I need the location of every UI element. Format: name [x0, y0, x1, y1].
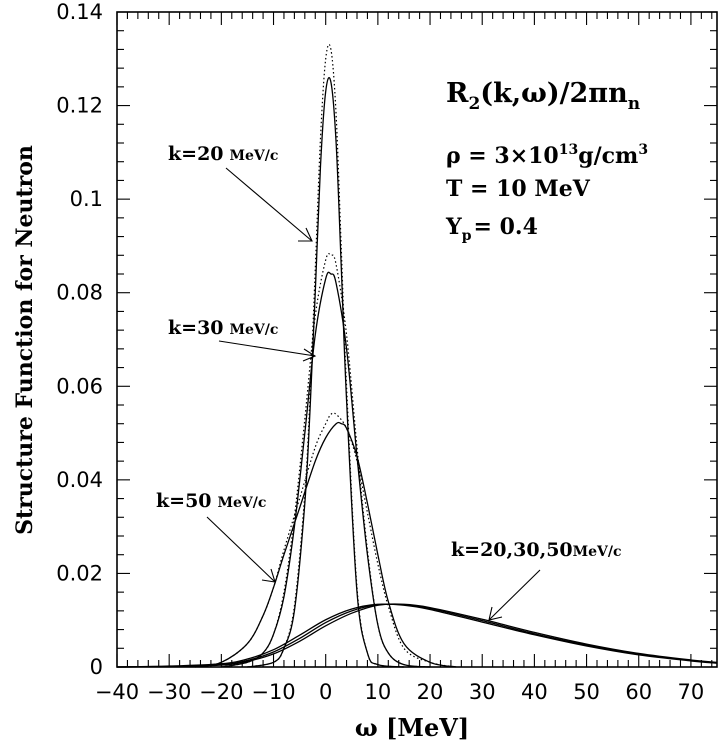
curve-3-solid — [221, 271, 431, 668]
y-tick-label: 0.14 — [56, 0, 103, 24]
k50-label: k=50 MeV/c — [156, 490, 266, 512]
y-tick-label: 0.04 — [56, 468, 103, 492]
curve-7-solid — [116, 603, 718, 668]
curve-4-dotted — [221, 252, 431, 668]
temperature-annotation: T = 10 MeV — [446, 176, 591, 202]
y-tick-label: 0.1 — [70, 187, 103, 211]
curves — [116, 43, 718, 668]
x-tick-label: −30 — [147, 680, 191, 704]
curve-8-solid — [116, 603, 718, 668]
y-axis-title: Structure Function for Neutron — [12, 145, 38, 535]
y-tick-label: 0.02 — [56, 561, 103, 585]
curve-1-solid — [247, 77, 405, 668]
y-tick-label: 0.08 — [56, 281, 103, 305]
x-tick-label: −20 — [199, 680, 243, 704]
y-tick-label: 0 — [90, 655, 103, 679]
y-axis-ticks: 0 0.02 0.04 0.06 0.08 0.1 0.12 0.14 — [56, 0, 717, 679]
kall-arrow — [488, 569, 541, 621]
annotation-arrows — [206, 167, 541, 621]
k20-arrow — [225, 167, 313, 242]
x-tick-label: 70 — [678, 680, 705, 704]
x-axis-ticks: −40 −30 −20 −10 0 10 20 30 40 50 60 70 — [95, 12, 713, 704]
k50-arrowhead — [261, 568, 276, 583]
proton-fraction-annotation: Yp= 0.4 — [445, 214, 538, 244]
x-tick-label: 10 — [365, 680, 392, 704]
x-axis-title: ω [MeV] — [355, 713, 469, 742]
curve-9-solid — [116, 603, 718, 668]
x-tick-label: 50 — [573, 680, 600, 704]
x-tick-label: 30 — [469, 680, 496, 704]
k30-arrow — [218, 340, 316, 357]
x-tick-label: −40 — [95, 680, 139, 704]
kall-arrowhead — [488, 606, 503, 621]
formula-annotation: R2(k,ω)/2πnn — [446, 78, 640, 114]
k20-arrowhead — [298, 227, 313, 242]
x-tick-label: −10 — [251, 680, 295, 704]
curve-6-dotted — [195, 412, 457, 668]
x-tick-label: 20 — [417, 680, 444, 704]
curve-5-solid — [195, 421, 457, 668]
k50-arrow — [206, 516, 276, 583]
y-tick-label: 0.06 — [56, 374, 103, 398]
x-tick-label: 60 — [625, 680, 652, 704]
x-tick-label: 40 — [521, 680, 548, 704]
y-tick-label: 0.12 — [56, 94, 103, 118]
density-annotation: ρ = 3×1013g/cm3 — [446, 142, 648, 169]
k20-label: k=20 MeV/c — [168, 143, 278, 165]
k30-arrowhead — [302, 348, 317, 362]
x-tick-label: 0 — [319, 680, 332, 704]
k30-label: k=30 MeV/c — [168, 317, 278, 339]
kall-label: k=20,30,50MeV/c — [451, 539, 622, 561]
